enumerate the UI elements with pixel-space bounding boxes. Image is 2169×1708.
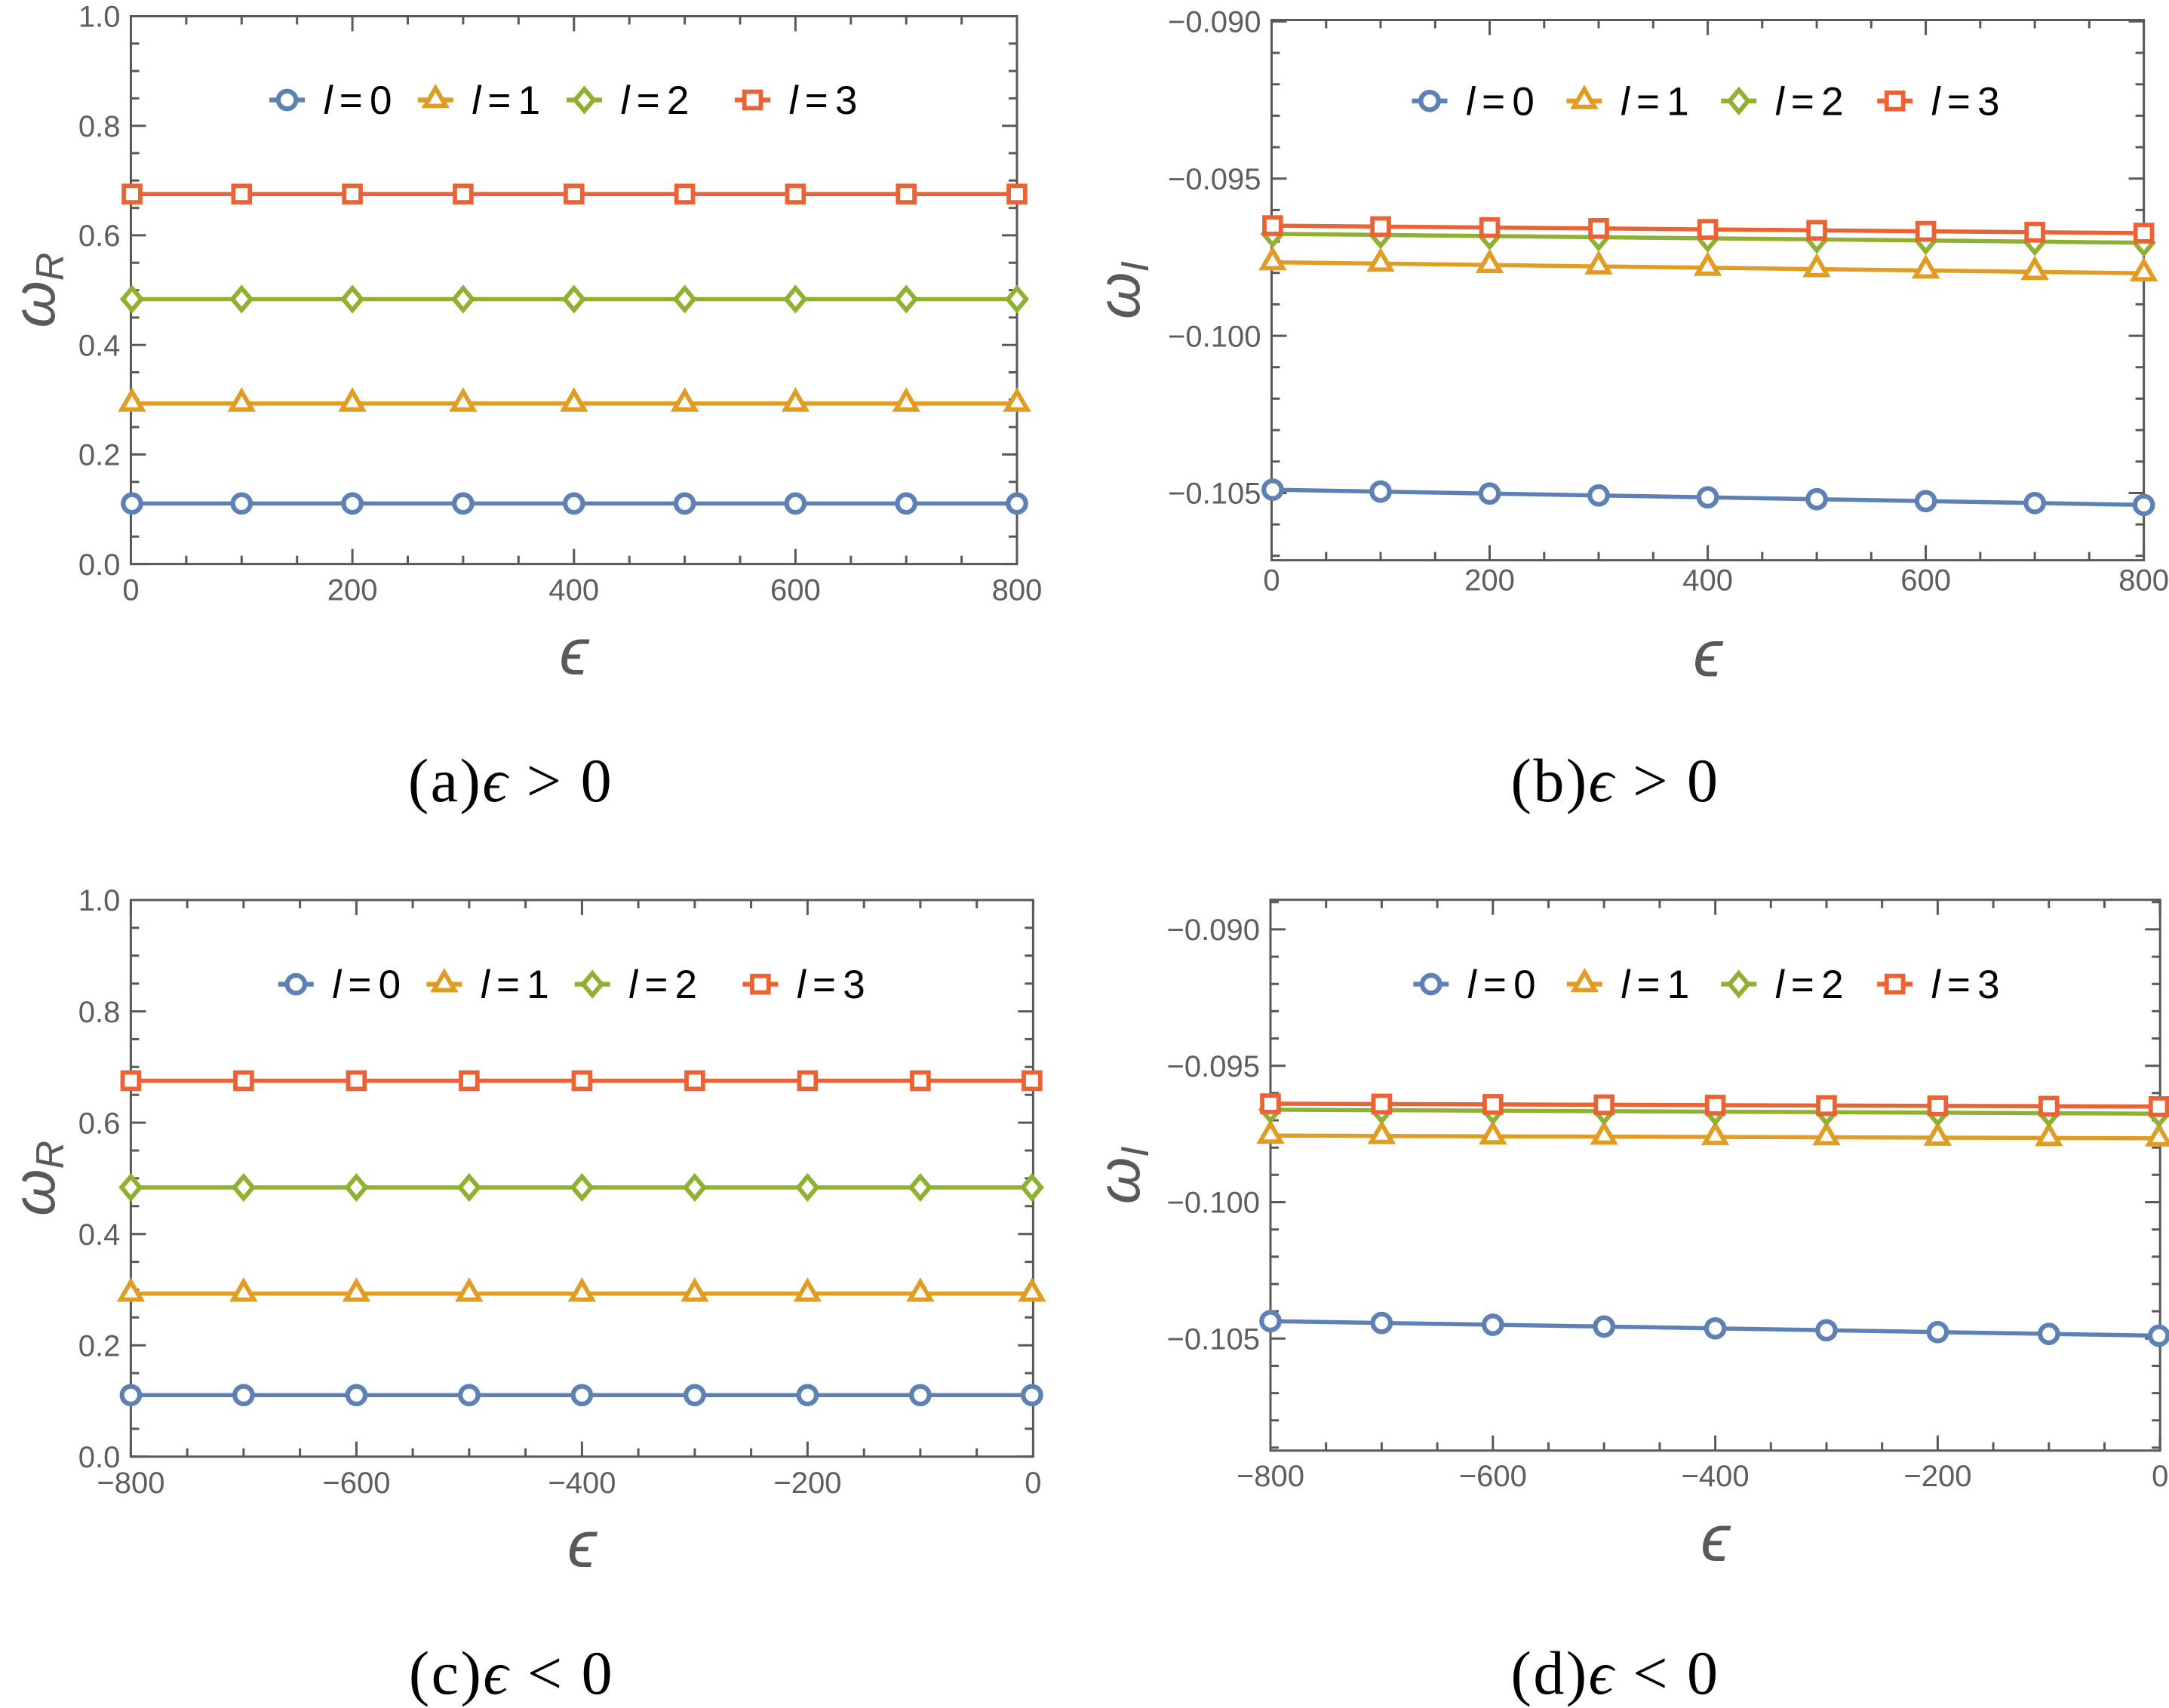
svg-text:800: 800 [2118, 564, 2169, 597]
svg-text:l=2: l = 2 [1775, 963, 1844, 1007]
svg-text:0: 0 [1025, 1467, 1041, 1500]
svg-text:400: 400 [1682, 564, 1733, 597]
svg-text:0: 0 [2152, 1460, 2168, 1493]
svg-text:(b)ϵ > 0: (b)ϵ > 0 [1511, 746, 1720, 815]
svg-text:l=0: l = 0 [324, 78, 392, 123]
svg-text:400: 400 [548, 574, 599, 607]
svg-text:l=2: l = 2 [628, 963, 697, 1007]
svg-text:l=2: l = 2 [1775, 79, 1844, 124]
svg-text:l=0: l = 0 [332, 963, 401, 1007]
svg-text:−0.090: −0.090 [1167, 914, 1260, 947]
svg-text:l=3: l = 3 [797, 963, 865, 1007]
svg-text:0.6: 0.6 [78, 220, 121, 253]
svg-text:l=0: l = 0 [1467, 963, 1536, 1007]
svg-text:(c)ϵ < 0: (c)ϵ < 0 [409, 1639, 614, 1707]
svg-text:−400: −400 [548, 1467, 616, 1500]
svg-text:−200: −200 [773, 1467, 841, 1500]
svg-text:ϵ: ϵ [1700, 1501, 1731, 1575]
svg-text:l=0: l = 0 [1466, 79, 1535, 124]
svg-text:l=2: l = 2 [621, 78, 690, 123]
svg-text:0.2: 0.2 [78, 439, 121, 472]
svg-text:−800: −800 [97, 1467, 164, 1500]
svg-text:0.6: 0.6 [78, 1107, 121, 1140]
svg-text:0: 0 [122, 574, 139, 607]
svg-text:200: 200 [1464, 564, 1515, 597]
svg-text:0.4: 0.4 [78, 1218, 121, 1252]
svg-text:0: 0 [1263, 564, 1280, 597]
svg-text:0.0: 0.0 [78, 1441, 121, 1474]
svg-text:0.0: 0.0 [78, 548, 121, 582]
svg-text:ϵ: ϵ [567, 1507, 598, 1581]
svg-text:ϵ: ϵ [1693, 616, 1724, 690]
svg-text:−0.100: −0.100 [1168, 320, 1261, 353]
svg-text:(a)ϵ > 0: (a)ϵ > 0 [408, 746, 613, 815]
svg-text:0.4: 0.4 [78, 329, 121, 362]
svg-text:l=1: l = 1 [481, 963, 549, 1007]
svg-text:−0.095: −0.095 [1167, 1050, 1260, 1083]
svg-text:−0.105: −0.105 [1168, 478, 1261, 511]
svg-text:−0.090: −0.090 [1168, 6, 1261, 39]
svg-text:l=1: l = 1 [472, 78, 540, 123]
svg-text:0.8: 0.8 [78, 996, 121, 1029]
svg-text:−0.095: −0.095 [1168, 163, 1261, 196]
svg-text:600: 600 [1900, 564, 1951, 597]
svg-text:600: 600 [770, 574, 821, 607]
svg-text:−0.105: −0.105 [1167, 1323, 1260, 1356]
svg-text:l=3: l = 3 [1931, 963, 2000, 1007]
svg-text:ϵ: ϵ [559, 614, 590, 689]
svg-text:−0.100: −0.100 [1167, 1187, 1260, 1220]
svg-text:(d)ϵ < 0: (d)ϵ < 0 [1511, 1639, 1720, 1707]
svg-text:l=3: l = 3 [789, 78, 858, 123]
svg-text:l=1: l = 1 [1621, 79, 1689, 124]
svg-text:l=3: l = 3 [1931, 79, 2000, 124]
svg-text:800: 800 [992, 574, 1043, 607]
svg-text:1.0: 1.0 [78, 884, 121, 917]
svg-text:0.2: 0.2 [78, 1329, 121, 1362]
svg-text:1.0: 1.0 [78, 1, 121, 34]
svg-text:−600: −600 [1459, 1460, 1527, 1493]
svg-text:l=1: l = 1 [1621, 963, 1690, 1007]
svg-text:−800: −800 [1237, 1460, 1304, 1493]
svg-text:−200: −200 [1903, 1460, 1971, 1493]
svg-text:−400: −400 [1682, 1460, 1750, 1493]
svg-text:0.8: 0.8 [78, 110, 121, 143]
svg-text:200: 200 [327, 574, 378, 607]
svg-text:ωR: ωR [0, 253, 72, 328]
svg-text:−600: −600 [322, 1467, 390, 1500]
